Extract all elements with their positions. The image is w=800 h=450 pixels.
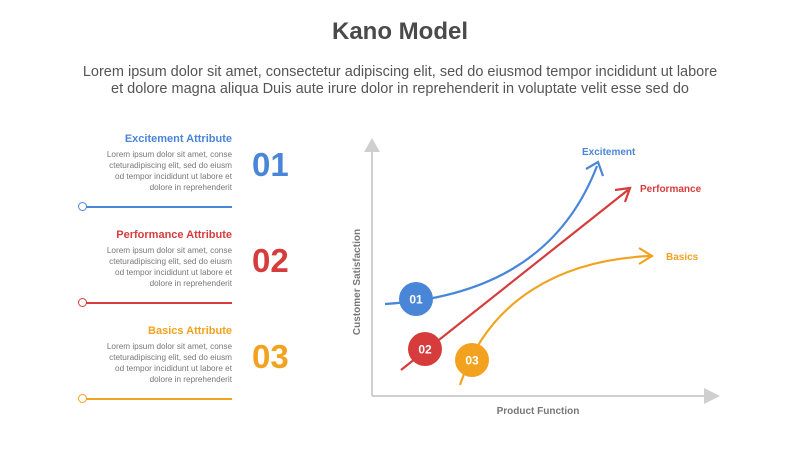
attribute-number: 02 [252,242,289,279]
description-line: Lorem ipsum dolor sit amet, conse [106,150,232,159]
description-line: dolore in reprehenderit [149,375,232,384]
description-line: Lorem ipsum dolor sit amet, conse [106,246,232,255]
page-subtitle: Lorem ipsum dolor sit amet, consectetur … [20,64,780,98]
x-axis-arrow-icon [704,388,720,404]
attribute-number: 03 [252,338,289,375]
basics-curve-label: Basics [666,252,699,263]
basics-arrow-icon [638,247,655,265]
description-line: od tempor incididunt ut labore et [115,364,232,373]
y-axis-arrow-icon [364,138,380,152]
x-axis-label: Product Function [497,406,580,417]
excitement-arrow-icon [585,160,605,177]
attribute-dot-icon [78,202,87,211]
description-line: dolore in reprehenderit [149,183,232,192]
attribute-title: Excitement Attribute [124,133,232,145]
attribute-description: Lorem ipsum dolor sit amet, conse ctetur… [52,341,232,385]
attribute-dot-icon [78,394,87,403]
performance-attribute-block: Performance Attribute Lorem ipsum dolor … [78,229,298,309]
marker-02-label: 02 [418,343,432,357]
marker-03-label: 03 [465,354,479,368]
basics-curve [458,254,651,386]
kano-diagram: Customer Satisfaction Product Function E… [352,138,720,417]
marker-02 [408,332,442,366]
attribute-title: Basics Attribute [148,325,232,337]
description-line: cteturadipiscing elit, sed do eiusm [109,161,232,170]
attribute-number: 01 [252,146,289,183]
description-line: Lorem ipsum dolor sit amet, conse [106,342,232,351]
excitement-attribute-block: Excitement Attribute Lorem ipsum dolor s… [78,133,298,213]
attribute-description: Lorem ipsum dolor sit amet, conse ctetur… [52,149,232,193]
basics-attribute-block: Basics Attribute Lorem ipsum dolor sit a… [78,325,298,405]
description-line: dolore in reprehenderit [149,279,232,288]
description-line: cteturadipiscing elit, sed do eiusm [109,257,232,266]
attribute-dot-icon [78,298,87,307]
excitement-curve-label: Excitement [582,147,636,158]
attribute-line [86,398,232,400]
subtitle-line-2: et dolore magna aliqua Duis aute irure d… [111,81,689,97]
page-title: Kano Model [332,18,468,45]
description-line: od tempor incididunt ut labore et [115,172,232,181]
marker-01 [399,282,433,316]
marker-03 [455,343,489,377]
marker-01-label: 01 [409,293,423,307]
performance-curve-label: Performance [640,184,702,195]
y-axis-label: Customer Satisfaction [352,229,363,335]
attribute-line [86,206,232,208]
description-line: cteturadipiscing elit, sed do eiusm [109,353,232,362]
attribute-line [86,302,232,304]
description-line: od tempor incididunt ut labore et [115,268,232,277]
performance-arrow-icon [614,186,632,203]
attribute-description: Lorem ipsum dolor sit amet, conse ctetur… [52,245,232,289]
attribute-title: Performance Attribute [116,229,232,241]
subtitle-line-1: Lorem ipsum dolor sit amet, consectetur … [82,64,718,80]
